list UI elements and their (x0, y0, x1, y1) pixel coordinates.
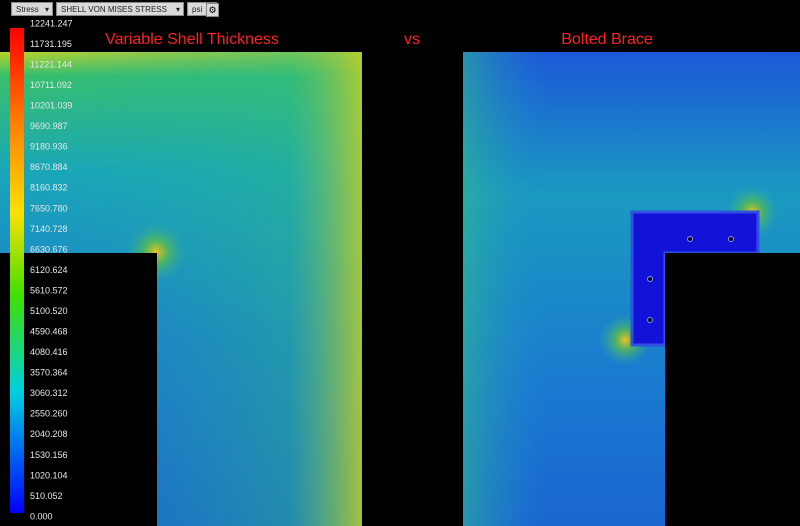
left-title: Variable Shell Thickness (105, 31, 279, 48)
legend-label: 7650.780 (30, 203, 68, 213)
legend-label: 2550.260 (30, 409, 68, 419)
legend-label: 8670.884 (30, 162, 68, 172)
legend-label: 10201.039 (30, 101, 73, 111)
bolts (647, 236, 734, 323)
legend-label: 5100.520 (30, 306, 68, 316)
legend-label: 10711.092 (30, 80, 72, 90)
middle-title: vs (404, 31, 420, 48)
cutout (0, 253, 157, 526)
cutout (665, 253, 800, 526)
component-dropdown[interactable]: SHELL VON MISES STRESS (56, 2, 184, 17)
legend: 12241.247 11731.195 11221.144 10711.092 1020… (30, 18, 73, 521)
legend-label: 3570.364 (30, 368, 68, 378)
legend-label: 4080.416 (30, 347, 68, 357)
legend-color-bar (10, 28, 24, 513)
legend-label: 1020.104 (30, 470, 68, 480)
legend-label: 11731.195 (30, 39, 72, 49)
legend-label: 9690.987 (30, 121, 68, 131)
legend-label: 4590.468 (30, 327, 68, 337)
legend-label: 6120.624 (30, 265, 68, 275)
result-dropdown[interactable]: Stress (11, 2, 53, 17)
legend-label: 1530.156 (30, 450, 68, 460)
right-title: Bolted Brace (561, 31, 653, 48)
legend-label: 5610.572 (30, 285, 68, 295)
legend-label: 7140.728 (30, 224, 68, 234)
legend-label: 510.052 (30, 491, 63, 501)
legend-label: 11221.144 (30, 59, 72, 69)
legend-label: 9180.936 (30, 142, 68, 152)
legend-label: 8160.832 (30, 183, 68, 193)
legend-label: 6630.676 (30, 244, 68, 254)
legend-label: 12241.247 (30, 18, 73, 28)
legend-label: 2040.208 (30, 429, 68, 439)
legend-label: 3060.312 (30, 388, 68, 398)
legend-label: 0.000 (30, 511, 53, 521)
settings-button[interactable]: ⚙ (206, 3, 219, 17)
